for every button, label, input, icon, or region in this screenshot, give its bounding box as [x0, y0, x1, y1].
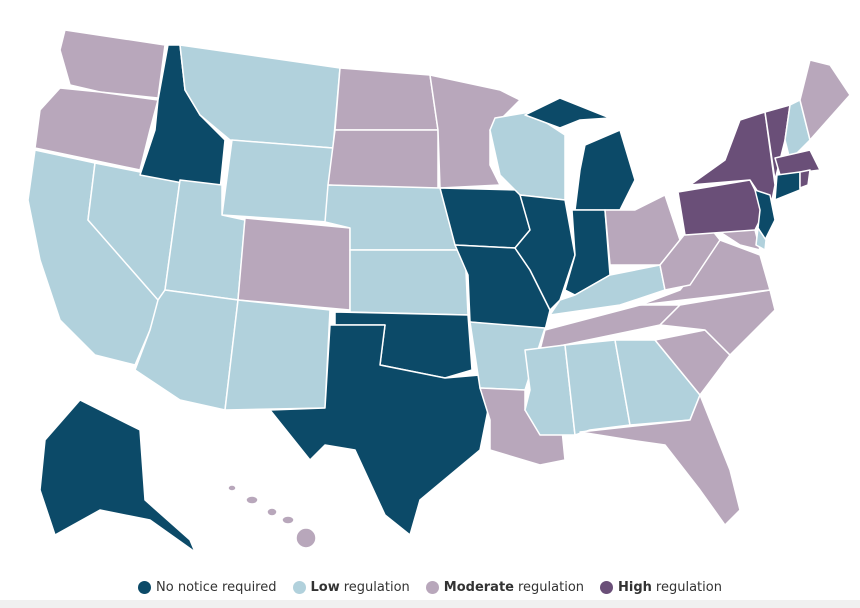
- state: [221, 139, 334, 223]
- legend-strong: Low: [310, 580, 340, 595]
- legend-swatch: [292, 581, 306, 594]
- state: [799, 59, 851, 141]
- state: [429, 74, 521, 189]
- legend-label: No notice required: [156, 580, 276, 595]
- legend-swatch: [600, 581, 614, 594]
- legend: No notice required Low regulation Moderate r…: [0, 580, 860, 595]
- state: [349, 249, 469, 316]
- state: [639, 239, 771, 306]
- legend-text: regulation: [343, 580, 410, 595]
- legend-text: regulation: [655, 580, 722, 595]
- state: [774, 149, 821, 176]
- state: [579, 394, 741, 526]
- state: [677, 179, 766, 236]
- state: [659, 289, 776, 356]
- legend-label: Moderate regulation: [444, 580, 584, 595]
- state: [269, 324, 491, 536]
- state: [266, 507, 278, 517]
- legend-swatch: [138, 581, 152, 594]
- state: [439, 187, 531, 249]
- state: [224, 299, 331, 411]
- legend-item: Low regulation: [292, 580, 410, 595]
- legend-text: regulation: [517, 580, 585, 595]
- state: [327, 129, 439, 191]
- footer-strip: [0, 600, 860, 608]
- legend-swatch: [425, 581, 439, 594]
- legend-label: Low regulation: [311, 580, 410, 595]
- legend-label: High regulation: [618, 580, 722, 595]
- legend-item: No notice required: [138, 580, 277, 595]
- state: [39, 399, 196, 553]
- state: [479, 387, 566, 466]
- state: [295, 527, 317, 549]
- state: [574, 129, 636, 211]
- state: [755, 227, 767, 251]
- state: [59, 29, 166, 99]
- state: [227, 484, 237, 492]
- state: [799, 169, 811, 189]
- state: [514, 194, 576, 311]
- state: [774, 171, 801, 201]
- legend-item: Moderate regulation: [425, 580, 584, 595]
- state: [524, 97, 611, 129]
- state: [34, 87, 159, 171]
- legend-strong: High: [618, 580, 652, 595]
- state: [334, 67, 439, 131]
- legend-strong: Moderate: [443, 580, 514, 595]
- legend-text: No notice required: [156, 580, 277, 595]
- state: [237, 217, 351, 311]
- legend-item: High regulation: [600, 580, 722, 595]
- state: [245, 495, 259, 505]
- state: [564, 339, 631, 436]
- state: [281, 515, 295, 525]
